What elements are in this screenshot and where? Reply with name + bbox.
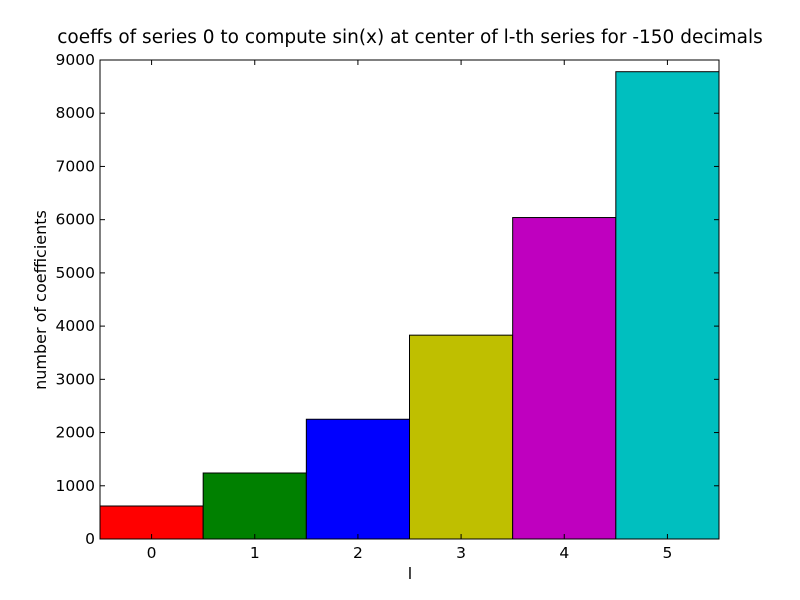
y-tick-label: 2000: [56, 424, 95, 442]
x-tick-label: 0: [147, 544, 157, 562]
x-tick-label: 4: [559, 544, 569, 562]
y-axis-ticks: 0 1000 2000 3000 4000 5000 6000 7000 8000 9000: [56, 51, 719, 548]
y-tick-label: 6000: [56, 211, 95, 229]
plot-frame: [99, 59, 720, 540]
y-tick-label: 8000: [56, 104, 95, 122]
x-axis-ticks: 0 1 2 3 4 5: [147, 60, 672, 562]
bar-5: [615, 71, 720, 540]
bar-4: [512, 217, 617, 540]
y-tick-label: 3000: [56, 370, 95, 388]
y-tick-label: 0: [85, 530, 95, 548]
y-tick-label: 5000: [56, 264, 95, 282]
y-tick-label: 7000: [56, 157, 95, 175]
y-tick-label: 1000: [56, 477, 95, 495]
y-tick-label: 4000: [56, 317, 95, 335]
bar-2: [305, 418, 411, 540]
bar-3: [409, 334, 514, 540]
x-tick-label: 3: [456, 544, 466, 562]
x-tick-label: 2: [353, 544, 363, 562]
chart-title: coeffs of series 0 to compute sin(x) at …: [57, 27, 763, 48]
x-axis-label: l: [408, 564, 412, 583]
x-tick-label: 5: [662, 544, 672, 562]
bar-1: [202, 472, 307, 540]
x-tick-label: 1: [250, 544, 260, 562]
bar-0: [99, 505, 204, 540]
y-tick-label: 9000: [56, 51, 95, 69]
bars-group: [99, 71, 720, 540]
y-axis-label: number of coefficients: [31, 210, 50, 390]
